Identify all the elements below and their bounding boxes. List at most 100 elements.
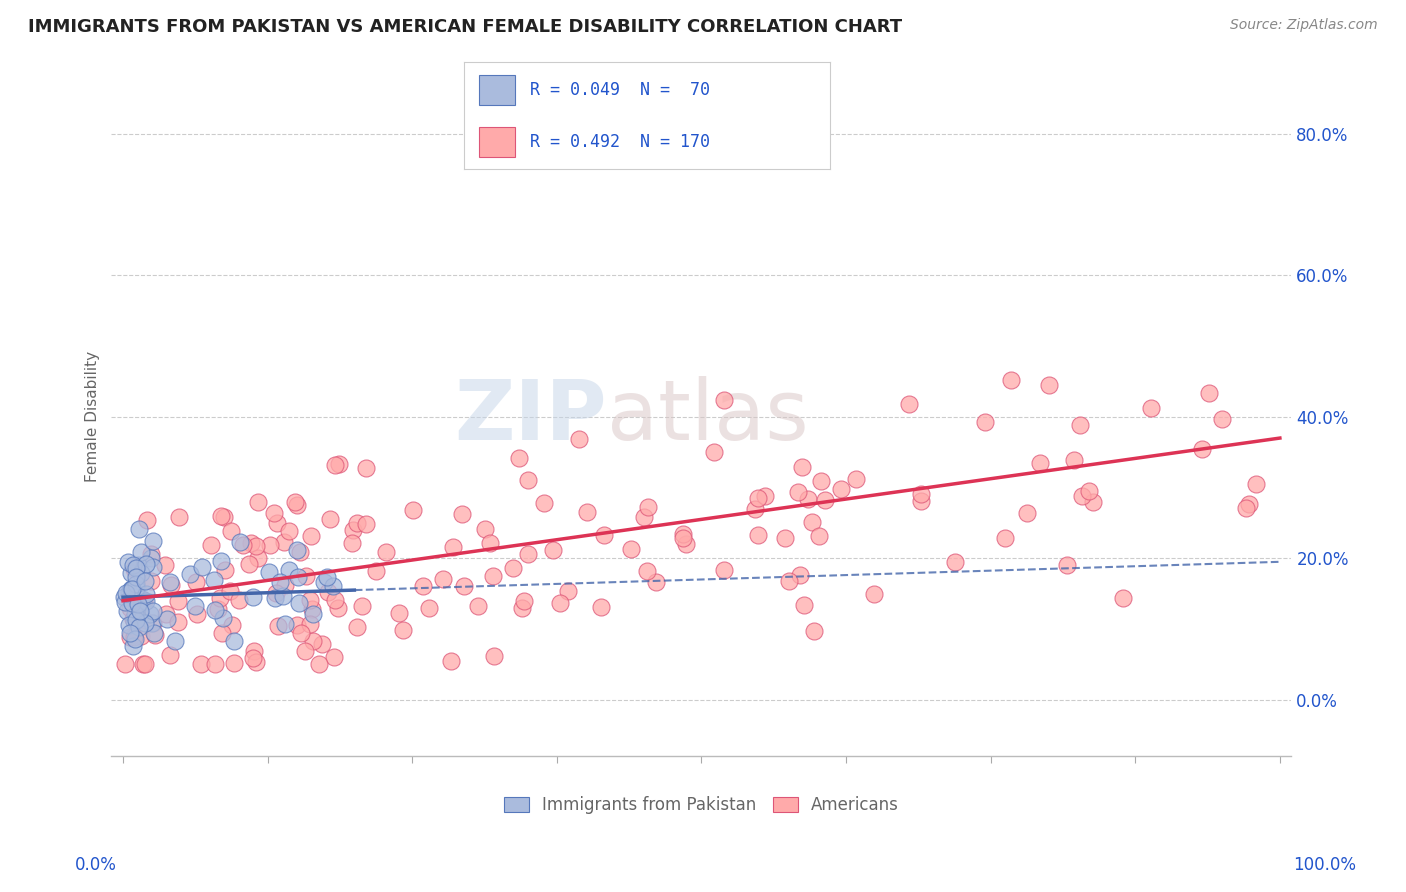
Point <box>432 572 454 586</box>
Point <box>744 501 766 516</box>
Point <box>287 570 309 584</box>
Point <box>787 484 810 499</box>
Point <box>132 594 155 608</box>
Point <box>221 618 243 632</box>
Point <box>274 578 297 592</box>
Point <box>190 657 212 672</box>
Point <box>790 460 813 475</box>
Point <box>200 538 222 552</box>
Point <box>118 618 141 632</box>
Point <box>125 582 148 596</box>
Point <box>219 524 242 539</box>
Point <box>155 607 177 622</box>
Point <box>129 545 152 559</box>
Point <box>128 620 150 634</box>
Point <box>319 511 342 525</box>
Point <box>1078 483 1101 498</box>
Point <box>125 613 148 627</box>
Point <box>141 574 163 588</box>
Point <box>557 583 579 598</box>
Point <box>418 600 440 615</box>
Text: atlas: atlas <box>607 376 808 458</box>
Point <box>350 599 373 614</box>
Point <box>285 618 308 632</box>
Point <box>222 634 245 648</box>
Point <box>517 548 540 562</box>
Point <box>356 517 378 532</box>
Point <box>129 604 152 618</box>
Point <box>129 629 152 643</box>
Point <box>124 630 146 644</box>
Point <box>245 539 267 553</box>
Point <box>156 612 179 626</box>
Point <box>298 592 321 607</box>
Point <box>118 630 141 644</box>
Point <box>141 615 163 630</box>
Text: ZIP: ZIP <box>454 376 607 458</box>
Point <box>897 397 920 411</box>
Point <box>167 615 190 629</box>
Point <box>134 657 156 672</box>
Point <box>1056 558 1078 572</box>
Point <box>117 603 139 617</box>
Point <box>239 536 262 550</box>
Point <box>633 510 655 524</box>
Point <box>121 596 143 610</box>
Point <box>803 624 825 638</box>
Point <box>295 568 318 582</box>
Point <box>214 563 236 577</box>
Point <box>114 585 136 599</box>
Point <box>124 614 146 628</box>
Point <box>112 590 135 604</box>
Point <box>502 561 524 575</box>
Point <box>453 579 475 593</box>
Point <box>142 560 165 574</box>
Point <box>139 550 162 565</box>
Point <box>135 587 157 601</box>
Point <box>412 579 434 593</box>
Point <box>1028 456 1050 470</box>
Point <box>264 591 287 606</box>
Point <box>510 600 533 615</box>
Point <box>675 537 697 551</box>
Point <box>793 599 815 613</box>
Point <box>209 553 232 567</box>
Point <box>308 657 330 672</box>
Point <box>263 506 285 520</box>
Point <box>184 575 207 590</box>
Point <box>212 611 235 625</box>
Text: IMMIGRANTS FROM PAKISTAN VS AMERICAN FEMALE DISABILITY CORRELATION CHART: IMMIGRANTS FROM PAKISTAN VS AMERICAN FEM… <box>28 18 903 36</box>
Point <box>316 570 339 584</box>
Point <box>125 561 148 575</box>
Point <box>242 650 264 665</box>
Point <box>274 616 297 631</box>
Point <box>441 540 464 554</box>
Point <box>117 556 139 570</box>
Point <box>323 458 346 472</box>
Point <box>232 538 254 552</box>
Point <box>127 558 149 572</box>
Point <box>703 445 725 459</box>
Point <box>747 491 769 505</box>
Point <box>910 487 932 501</box>
Point <box>259 538 281 552</box>
Point <box>773 531 796 545</box>
Text: R = 0.049  N =  70: R = 0.049 N = 70 <box>530 81 710 99</box>
Point <box>575 505 598 519</box>
Point <box>153 558 176 573</box>
Point <box>143 628 166 642</box>
Text: Source: ZipAtlas.com: Source: ZipAtlas.com <box>1230 18 1378 32</box>
Point <box>1069 417 1091 432</box>
Point <box>346 516 368 530</box>
Point <box>124 607 146 621</box>
Point <box>644 574 666 589</box>
Point <box>131 611 153 625</box>
Point <box>135 594 157 608</box>
Point <box>159 648 181 662</box>
Point <box>512 594 534 608</box>
Point <box>637 500 659 514</box>
Point <box>322 579 344 593</box>
Point <box>593 528 616 542</box>
Point <box>269 574 291 589</box>
Point <box>508 451 530 466</box>
